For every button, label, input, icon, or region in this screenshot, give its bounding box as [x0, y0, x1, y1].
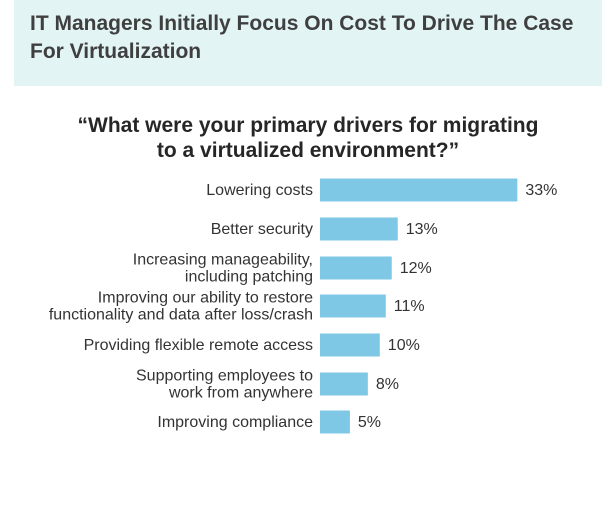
header-band — [14, 0, 602, 86]
value-label-lowering-costs: 33% — [525, 182, 557, 199]
value-label-providing-flexible-remote-access: 10% — [388, 337, 420, 354]
bar-better-security — [320, 217, 398, 241]
category-label-supporting-employees-to-work-from-anywhe-line-1: Supporting employees to — [136, 368, 313, 385]
page-title: IT Managers Initially Focus On Cost To D… — [30, 12, 574, 63]
bar-improving-our-ability-to-restore-functio — [320, 294, 386, 318]
bar-providing-flexible-remote-access — [320, 333, 380, 357]
value-label-supporting-employees-to-work-from-anywhe: 8% — [376, 376, 399, 393]
value-label-better-security: 13% — [406, 221, 438, 238]
survey-question-line-2: to a virtualized environment?” — [156, 139, 460, 162]
survey-question-line-1: “What were your primary drivers for migr… — [77, 114, 539, 137]
bar-supporting-employees-to-work-from-anywhe — [320, 372, 368, 396]
category-label-increasing-manageability-including-patch-line-1: Increasing manageability, — [133, 252, 313, 269]
category-label-better-security: Better security — [211, 221, 313, 238]
survey-question: “What were your primary drivers for migr… — [0, 113, 616, 163]
value-label-improving-our-ability-to-restore-functio: 11% — [394, 298, 425, 315]
category-label-supporting-employees-to-work-from-anywhe-line-2: work from anywhere — [168, 385, 313, 402]
value-label-increasing-manageability-including-patch: 12% — [400, 260, 432, 277]
bar-lowering-costs — [320, 178, 518, 202]
bar-increasing-manageability-including-patch — [320, 256, 392, 280]
category-label-improving-our-ability-to-restore-functio-line-2: functionality and data after loss/crash — [49, 307, 313, 324]
category-label-increasing-manageability-including-patch-line-2: including patching — [185, 269, 313, 286]
category-label-improving-our-ability-to-restore-functio-line-1: Improving our ability to restore — [98, 290, 313, 307]
category-label-providing-flexible-remote-access: Providing flexible remote access — [84, 337, 313, 354]
value-label-improving-compliance: 5% — [358, 414, 381, 431]
bar-improving-compliance — [320, 410, 350, 434]
category-label-lowering-costs: Lowering costs — [206, 182, 313, 199]
category-label-improving-compliance: Improving compliance — [157, 414, 313, 431]
